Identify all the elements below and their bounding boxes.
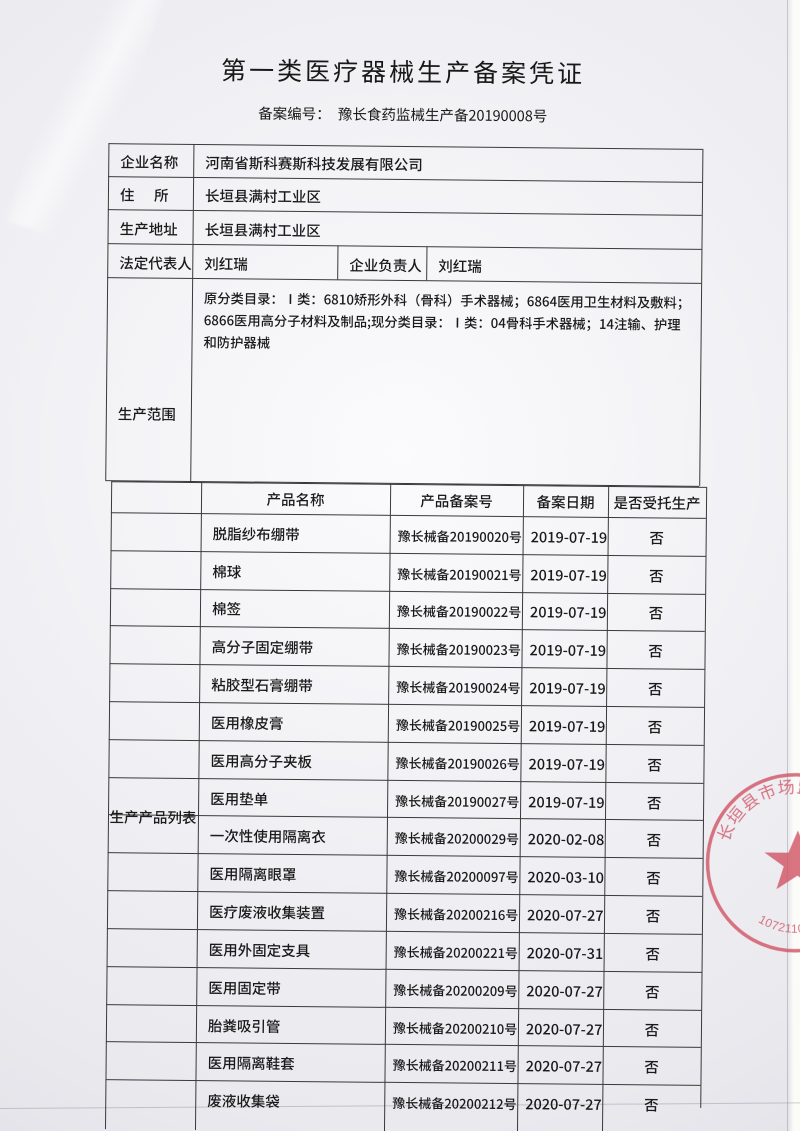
svg-text:长垣县市场监督管理局: 长垣县市场监督管理局 bbox=[710, 772, 800, 846]
